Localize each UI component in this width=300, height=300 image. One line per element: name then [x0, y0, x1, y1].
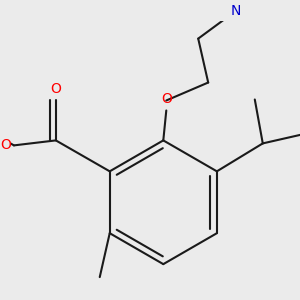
Text: N: N [231, 4, 241, 18]
Text: O: O [50, 82, 61, 97]
Text: O: O [0, 138, 11, 152]
Text: O: O [161, 92, 172, 106]
